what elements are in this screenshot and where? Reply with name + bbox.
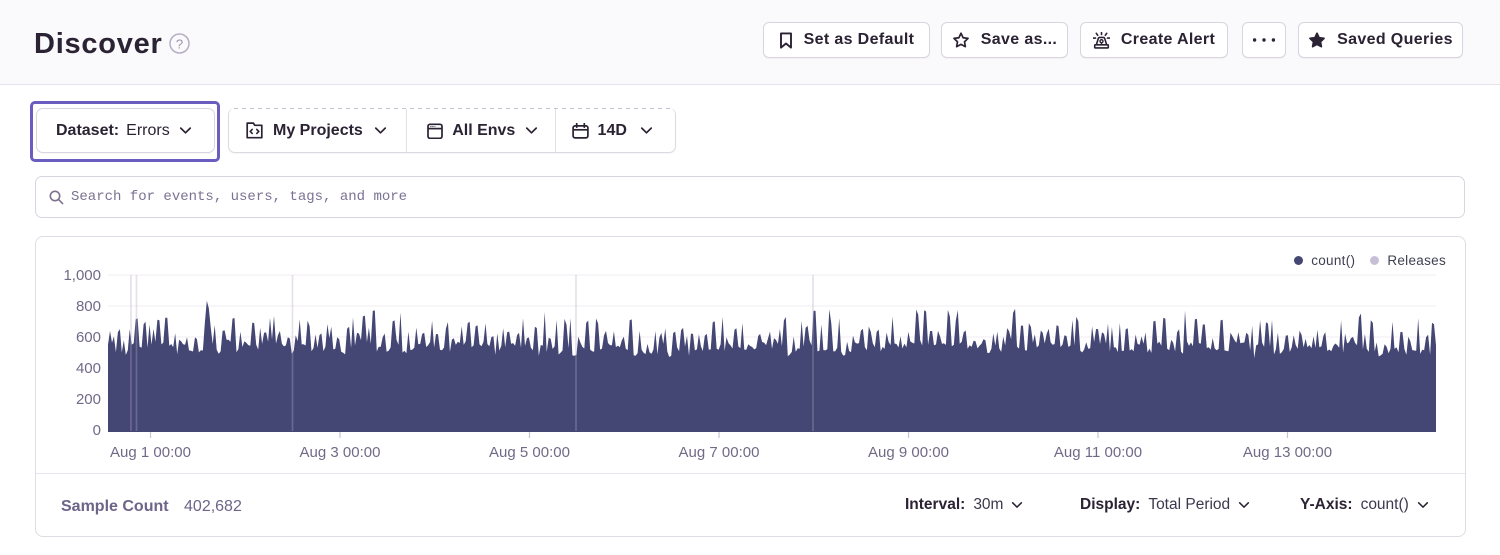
- svg-text:Aug 11 00:00: Aug 11 00:00: [1054, 444, 1142, 461]
- svg-text:1,000: 1,000: [63, 267, 101, 284]
- svg-text:Aug 13 00:00: Aug 13 00:00: [1243, 444, 1332, 461]
- svg-text:800: 800: [76, 298, 101, 315]
- svg-text:600: 600: [76, 329, 101, 346]
- svg-text:Aug 9 00:00: Aug 9 00:00: [868, 444, 949, 461]
- svg-text:200: 200: [76, 391, 101, 408]
- svg-text:Aug 1 00:00: Aug 1 00:00: [110, 444, 191, 461]
- svg-text:0: 0: [93, 422, 101, 439]
- svg-text:400: 400: [76, 360, 101, 377]
- svg-text:Aug 5 00:00: Aug 5 00:00: [489, 444, 570, 461]
- svg-text:?: ?: [176, 37, 183, 52]
- svg-text:Aug 3 00:00: Aug 3 00:00: [300, 444, 381, 461]
- svg-text:Aug 7 00:00: Aug 7 00:00: [679, 444, 760, 461]
